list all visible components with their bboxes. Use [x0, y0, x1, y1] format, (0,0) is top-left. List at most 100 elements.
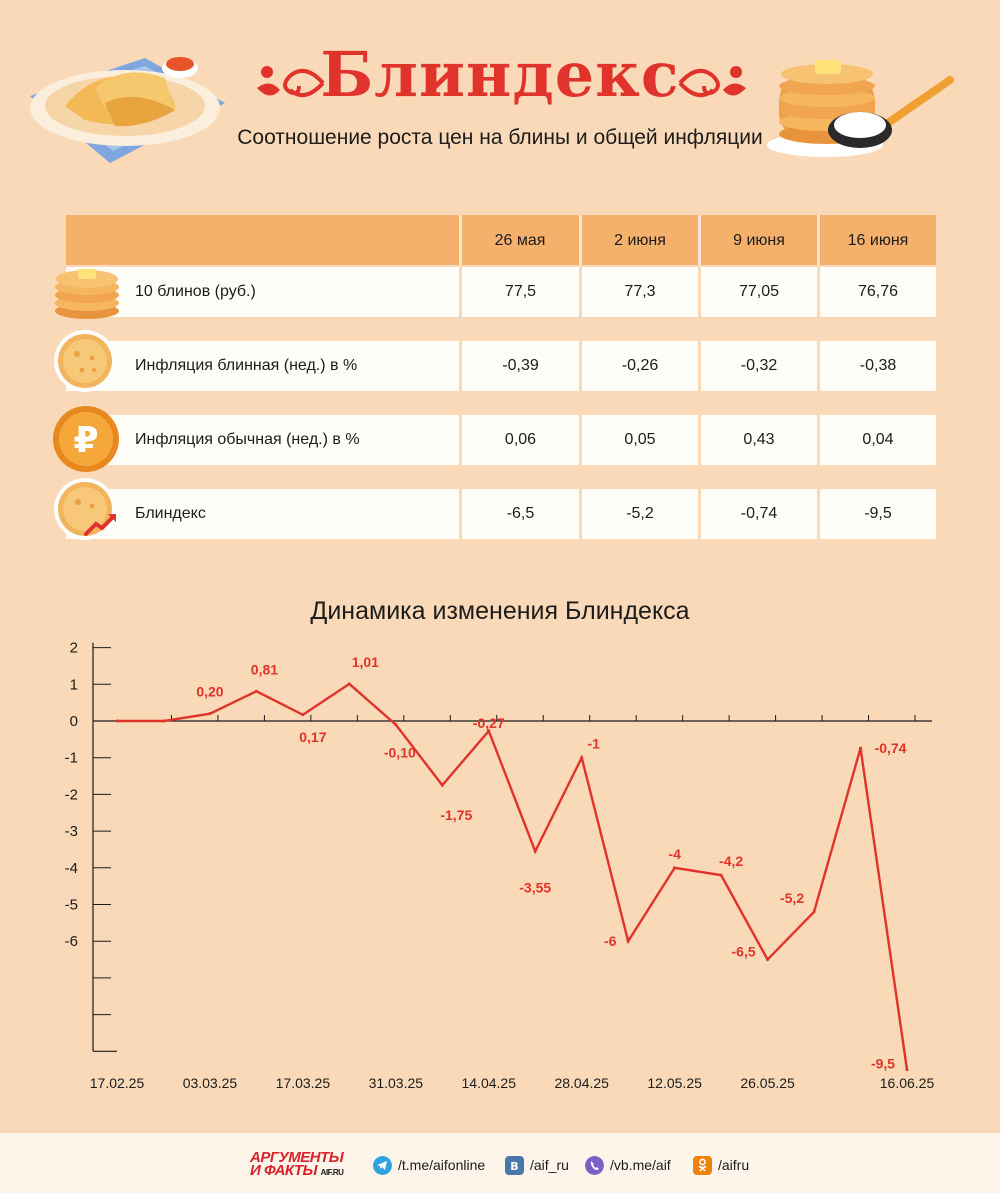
- data-label: 0,81: [251, 661, 278, 677]
- data-label: 0,20: [196, 684, 223, 700]
- data-point: [812, 910, 816, 914]
- y-tick-label: 1: [70, 676, 78, 693]
- x-tick-label: 14.04.25: [462, 1075, 517, 1091]
- x-tick-label: 16.06.25: [880, 1075, 935, 1091]
- pancake-trend-icon: [54, 478, 116, 540]
- aif-logo[interactable]: АРГУМЕНТЫ И ФАКТЫ AIF.RU: [250, 1149, 344, 1179]
- table-row: Блиндекс -6,5 -5,2 -0,74 -9,5: [0, 478, 1000, 540]
- svg-text:₽: ₽: [73, 420, 98, 461]
- table-cell: 0,06: [504, 431, 537, 448]
- telegram-link[interactable]: /t.me/aifonline: [373, 1155, 485, 1175]
- table-cell: -0,74: [740, 505, 778, 522]
- pancake-icon: [54, 330, 116, 392]
- viber-link[interactable]: /vb.me/aif: [585, 1155, 671, 1175]
- y-tick-label: -3: [65, 823, 78, 840]
- row-label: 10 блинов (руб.): [135, 283, 256, 300]
- x-tick-label: 12.05.25: [647, 1075, 702, 1091]
- data-label: -0,10: [384, 745, 416, 761]
- y-tick-label: -2: [65, 786, 78, 803]
- data-point: [161, 719, 165, 723]
- data-point: [347, 682, 351, 686]
- page-subtitle: Соотношение роста цен на блины и общей и…: [237, 126, 763, 149]
- data-label: -4,2: [719, 853, 743, 869]
- y-tick-label: -1: [65, 750, 78, 767]
- series-line: [117, 682, 909, 1070]
- table-cell: -0,32: [740, 357, 778, 374]
- x-tick-label: 26.05.25: [740, 1075, 795, 1091]
- x-tick-label: 28.04.25: [554, 1075, 609, 1091]
- page-title: Блиндекс: [320, 38, 680, 111]
- column-header: 9 июня: [733, 232, 785, 249]
- ruble-coin-icon: ₽: [53, 406, 119, 472]
- column-header: 16 июня: [847, 232, 909, 249]
- x-tick-label: 17.02.25: [90, 1075, 145, 1091]
- table-cell: -6,5: [506, 505, 535, 522]
- data-point: [673, 866, 677, 870]
- data-point: [859, 746, 863, 750]
- y-tick-label: 2: [70, 640, 78, 657]
- data-label: -9,5: [871, 1056, 895, 1072]
- data-point: [719, 873, 723, 877]
- data-label: -5,2: [780, 890, 804, 906]
- row-label: Инфляция обычная (нед.) в %: [135, 431, 360, 448]
- table-cell: -0,39: [502, 357, 539, 374]
- y-tick-label: -4: [65, 860, 78, 877]
- data-label: -1,75: [440, 807, 472, 823]
- table-row: Инфляция блинная (нед.) в % -0,39 -0,26 …: [0, 330, 1000, 392]
- table-cell: -9,5: [864, 505, 892, 522]
- y-tick-label: -6: [65, 933, 78, 950]
- table-cell: -5,2: [626, 505, 654, 522]
- pancake-plate-icon: [30, 57, 225, 163]
- data-point: [301, 713, 305, 717]
- telegram-icon: [373, 1155, 392, 1175]
- column-header: 26 мая: [494, 232, 546, 249]
- column-header: 2 июня: [614, 232, 666, 249]
- data-label: -6,5: [732, 944, 756, 960]
- chart-title: Динамика изменения Блиндекса: [310, 597, 690, 625]
- ornament-left-icon: [257, 66, 325, 98]
- table-cell: -0,38: [859, 357, 897, 374]
- data-label: -0,27: [473, 715, 505, 731]
- table-cell: 77,5: [504, 283, 537, 300]
- data-point: [580, 756, 584, 760]
- table-cell: 77,05: [738, 283, 780, 300]
- header: Блиндекс Соотношение роста цен на блины …: [0, 0, 1000, 190]
- table-cell: 77,3: [624, 283, 656, 300]
- data-point: [766, 958, 770, 962]
- y-tick-label: 0: [70, 713, 78, 730]
- vk-link[interactable]: В /aif_ru: [505, 1155, 569, 1175]
- vk-icon: В: [505, 1155, 524, 1175]
- data-point: [394, 723, 398, 727]
- x-tick-label: 31.03.25: [369, 1075, 424, 1091]
- odnoklassniki-icon: [693, 1155, 712, 1175]
- data-point: [254, 689, 258, 693]
- table-row: 10 блинов (руб.) 77,5 77,3 77,05 76,76: [0, 267, 1000, 319]
- data-label: 0,17: [299, 729, 326, 745]
- data-label: -0,74: [875, 740, 907, 756]
- table-row: ₽ Инфляция обычная (нед.) в % 0,06 0,05 …: [0, 406, 1000, 472]
- odnoklassniki-link[interactable]: /aifru: [693, 1155, 749, 1175]
- table-cell: -0,26: [621, 357, 659, 374]
- data-point: [487, 729, 491, 733]
- pancake-stack-icon: [55, 269, 119, 319]
- table-cell: 0,43: [743, 431, 775, 448]
- data-label: -4: [668, 846, 681, 862]
- row-label: Инфляция блинная (нед.) в %: [135, 357, 358, 374]
- data-point: [533, 849, 537, 853]
- data-point: [208, 712, 212, 716]
- data-label: -6: [604, 933, 617, 949]
- data-point: [626, 939, 630, 943]
- x-tick-label: 03.03.25: [183, 1075, 238, 1091]
- data-label: 1,01: [352, 654, 379, 670]
- table-cell: 0,04: [862, 431, 894, 448]
- svg-text:В: В: [510, 1160, 518, 1173]
- table-cell: 76,76: [857, 283, 899, 300]
- x-tick-label: 17.03.25: [276, 1075, 331, 1091]
- data-point: [905, 1068, 909, 1072]
- y-tick-label: -5: [65, 897, 78, 914]
- ornament-right-icon: [678, 66, 746, 98]
- data-label: -3,55: [519, 879, 551, 895]
- table-cell: 0,05: [624, 431, 656, 448]
- row-label: Блиндекс: [135, 505, 206, 522]
- pancake-stack-spoon-icon: [767, 60, 954, 157]
